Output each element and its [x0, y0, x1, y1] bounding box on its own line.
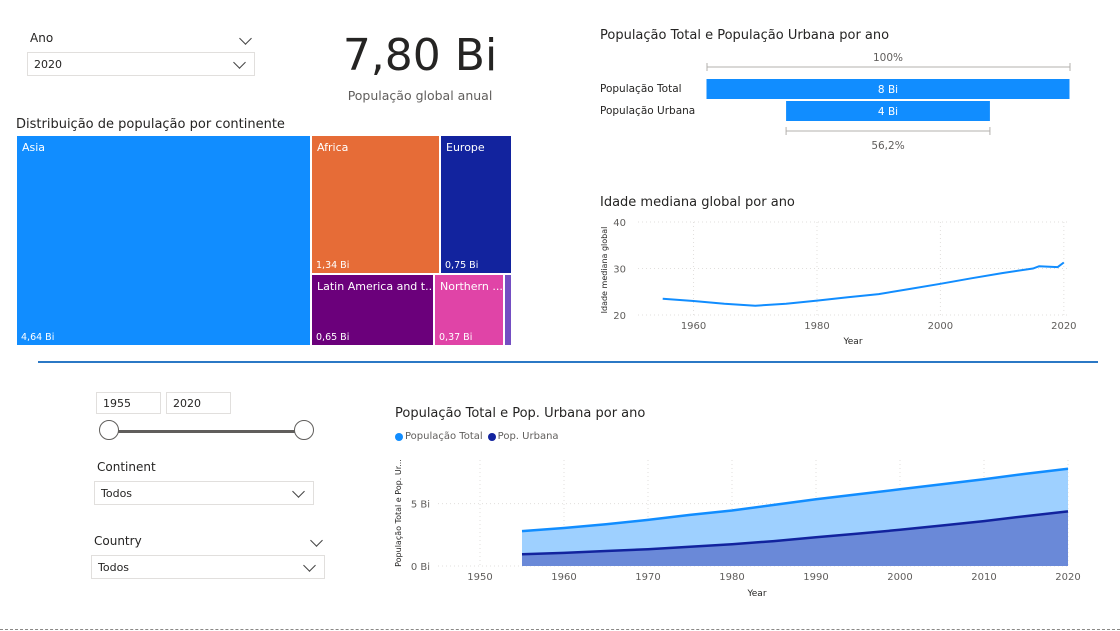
x-tick-label: 2020	[1051, 321, 1076, 332]
y-tick-label: 30	[613, 265, 626, 276]
treemap: Asia 4,64 Bi Africa 1,34 Bi Europe 0,75 …	[16, 135, 512, 346]
treemap-cell-value: 0,65 Bi	[316, 332, 350, 343]
y-tick-label: 5 Bi	[411, 500, 430, 511]
treemap-cell-name: Latin America and t...	[317, 280, 434, 293]
area-chart-series	[521, 467, 1069, 566]
area-chart-ticks: 0 Bi 5 Bi 1950 1960 1970 1980 1990 2000 2010 2020	[411, 500, 1081, 583]
funnel-chart: 100% População Total População Urbana 8 …	[600, 52, 1071, 152]
x-tick-label: 1980	[804, 321, 829, 332]
year-end-value: 2020	[173, 396, 201, 410]
continent-dropdown[interactable]: Todos	[94, 481, 314, 505]
treemap-cell-name: Northern ...	[440, 280, 503, 293]
funnel-row-label-0: População Total	[600, 83, 682, 95]
chevron-down-icon	[303, 558, 316, 572]
funnel-title: População Total e População Urbana por a…	[600, 28, 890, 43]
x-tick-label: 1960	[551, 572, 576, 583]
area-line-series-1[interactable]	[521, 510, 1069, 556]
y-tick-label: 0 Bi	[411, 562, 430, 573]
treemap-cell-oceania[interactable]	[504, 274, 512, 346]
ano-dropdown-value: 2020	[34, 57, 62, 71]
legend-label-urbana[interactable]: Pop. Urbana	[497, 431, 559, 442]
treemap-cell-value: 4,64 Bi	[21, 332, 55, 343]
year-slider-end-handle[interactable]	[294, 420, 314, 440]
treemap-cell-name: Africa	[317, 141, 349, 154]
country-dropdown-value: Todos	[98, 560, 130, 574]
y-tick-label: 20	[613, 311, 626, 322]
page-bottom-border	[0, 629, 1120, 630]
median-age-line[interactable]	[662, 261, 1065, 307]
area-chart-xlabel: Year	[746, 589, 766, 599]
median-age-chart: 20 30 40 1960 1980 2000 2020 Year Idade median…	[600, 218, 1077, 347]
kpi-value: 7,80 Bi	[342, 30, 498, 81]
treemap-cell-asia[interactable]: Asia 4,64 Bi	[16, 135, 311, 346]
x-tick-label: 1950	[467, 572, 492, 583]
year-slider-start-handle[interactable]	[99, 420, 119, 440]
funnel-bar-urbana[interactable]	[786, 101, 990, 121]
year-start-input[interactable]: 1955	[96, 392, 161, 414]
area-chart-title: População Total e Pop. Urbana por ano	[395, 406, 646, 421]
funnel-bottom-pct: 56,2%	[871, 140, 904, 152]
median-age-ticks: 20 30 40 1960 1980 2000 2020	[613, 218, 1076, 332]
treemap-cell-latin-america[interactable]: Latin America and t... 0,65 Bi	[311, 274, 434, 346]
chevron-down-icon	[292, 484, 305, 498]
treemap-cell-name: Europe	[446, 141, 485, 154]
ano-slicer-collapse-icon[interactable]	[239, 32, 252, 45]
legend-marker-total	[395, 432, 403, 441]
x-tick-label: 1980	[719, 572, 744, 583]
chevron-down-icon	[233, 55, 246, 69]
funnel-bar-label-0: 8 Bi	[878, 84, 898, 96]
country-slicer-title: Country	[94, 534, 142, 548]
treemap-cell-value: 0,37 Bi	[439, 332, 473, 343]
x-tick-label: 2020	[1055, 572, 1080, 583]
ano-slicer-title: Ano	[30, 31, 54, 45]
area-chart-legend: População Total Pop. Urbana	[395, 431, 559, 442]
country-dropdown[interactable]: Todos	[91, 555, 325, 579]
median-age-xlabel: Year	[842, 337, 862, 347]
area-fill-series-1[interactable]	[522, 511, 1068, 566]
treemap-cell-europe[interactable]: Europe 0,75 Bi	[440, 135, 512, 274]
section-divider	[38, 361, 1098, 363]
median-age-gridlines	[638, 221, 1070, 316]
funnel-row-label-1: População Urbana	[600, 105, 695, 117]
legend-marker-urbana	[487, 432, 496, 441]
x-tick-label: 1990	[803, 572, 828, 583]
funnel-bar-total[interactable]	[706, 79, 1070, 99]
ano-dropdown[interactable]: 2020	[27, 52, 255, 76]
continent-slicer-title: Continent	[97, 460, 156, 474]
y-tick-label: 40	[613, 218, 626, 229]
year-slider-track[interactable]	[110, 430, 304, 433]
treemap-title: Distribuição de população por continente	[16, 117, 285, 132]
treemap-cell-africa[interactable]: Africa 1,34 Bi	[311, 135, 440, 274]
x-tick-label: 2010	[971, 572, 996, 583]
median-age-ylabel: Idade mediana global	[600, 227, 609, 314]
area-line-series-0[interactable]	[521, 467, 1069, 533]
x-tick-label: 1970	[635, 572, 660, 583]
funnel-top-pct: 100%	[873, 52, 903, 64]
area-chart: 0 Bi 5 Bi 1950 1960 1970 1980 1990 2000 2010 2020…	[394, 459, 1081, 599]
x-tick-label: 2000	[887, 572, 912, 583]
year-start-value: 1955	[103, 396, 131, 410]
area-chart-ylabel: População Total e Pop. Ur...	[394, 459, 403, 567]
treemap-cell-name: Asia	[22, 141, 46, 154]
continent-dropdown-value: Todos	[101, 486, 133, 500]
median-age-title: Idade mediana global por ano	[600, 195, 795, 210]
x-tick-label: 1960	[681, 321, 706, 332]
treemap-cell-value: 1,34 Bi	[316, 260, 350, 271]
kpi-label: População global anual	[347, 88, 493, 103]
country-slicer-collapse-icon[interactable]	[310, 534, 323, 547]
x-tick-label: 2000	[928, 321, 953, 332]
funnel-bar-label-1: 4 Bi	[878, 106, 898, 118]
year-end-input[interactable]: 2020	[166, 392, 231, 414]
legend-label-total[interactable]: População Total	[405, 431, 483, 442]
treemap-cell-value: 0,75 Bi	[445, 260, 479, 271]
treemap-cell-northern-america[interactable]: Northern ... 0,37 Bi	[434, 274, 504, 346]
